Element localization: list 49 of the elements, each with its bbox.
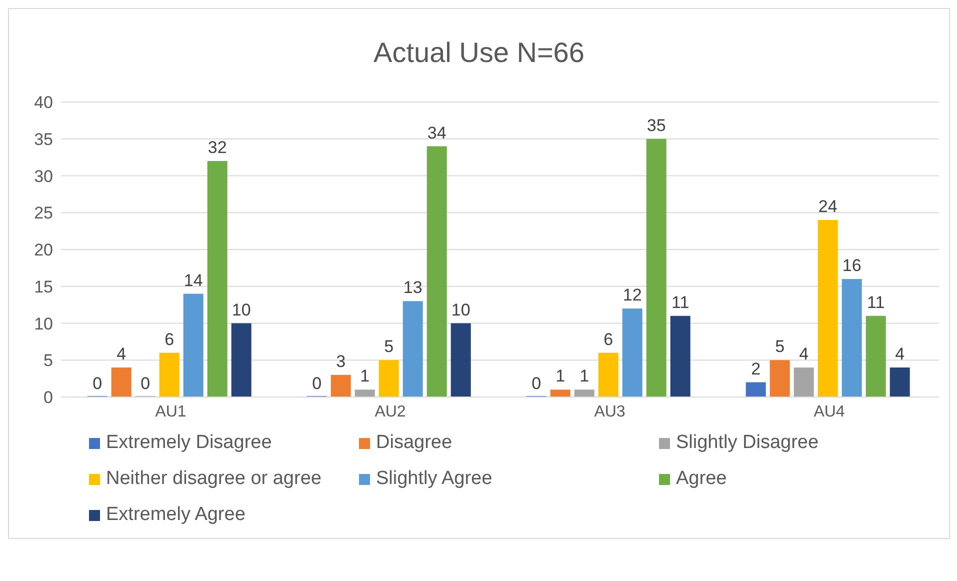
legend-label: Agree (676, 468, 727, 490)
data-label: 16 (842, 256, 862, 275)
chart-title: Actual Use N=66 (372, 36, 586, 70)
y-tick-label: 20 (34, 240, 53, 260)
data-label: 11 (867, 292, 885, 312)
data-label: 1 (580, 366, 590, 386)
data-label: 32 (208, 138, 227, 157)
data-label: 24 (818, 197, 838, 216)
data-label: 3 (336, 352, 346, 371)
data-label: 11 (672, 292, 690, 312)
data-label: 0 (92, 374, 102, 393)
data-label: 35 (646, 116, 666, 135)
data-label: 6 (604, 330, 614, 349)
y-tick-label: 0 (44, 388, 53, 408)
legend-label: Slightly Agree (376, 468, 492, 490)
data-label: 0 (140, 374, 150, 393)
data-label: 0 (532, 374, 542, 393)
x-tick-label: AU4 (814, 403, 845, 420)
data-label: 4 (895, 344, 905, 364)
x-tick-label: AU2 (374, 403, 406, 420)
legend-label: Neither disagree or agree (106, 468, 322, 490)
y-tick-label: 30 (34, 166, 53, 186)
data-label: 10 (451, 300, 470, 320)
data-label: 0 (312, 374, 322, 393)
data-label: 1 (556, 366, 566, 386)
data-label: 14 (184, 270, 203, 290)
data-label: 6 (164, 330, 174, 349)
x-tick-label: AU1 (155, 403, 186, 420)
data-label: 12 (622, 286, 642, 304)
x-tick-label: AU3 (594, 403, 626, 420)
legend-label: Disagree (376, 432, 452, 454)
legend-label: Slightly Disagree (676, 432, 819, 454)
data-label: 34 (427, 123, 446, 142)
y-tick-label: 40 (34, 93, 53, 112)
data-label: 4 (116, 344, 126, 364)
data-label: 10 (232, 300, 251, 320)
data-label: 5 (384, 337, 394, 356)
y-tick-label: 35 (34, 130, 53, 149)
data-label: 13 (403, 278, 422, 298)
y-tick-label: 15 (34, 277, 53, 296)
y-tick-label: 25 (34, 204, 53, 223)
data-label: 1 (360, 366, 370, 386)
data-label: 4 (799, 344, 809, 364)
legend-label: Extremely Disagree (106, 432, 272, 454)
legend-label: Extremely Agree (106, 504, 246, 526)
data-label: 5 (775, 337, 785, 356)
data-label: 2 (751, 359, 761, 378)
y-tick-label: 5 (44, 351, 53, 370)
y-tick-label: 10 (34, 314, 53, 334)
